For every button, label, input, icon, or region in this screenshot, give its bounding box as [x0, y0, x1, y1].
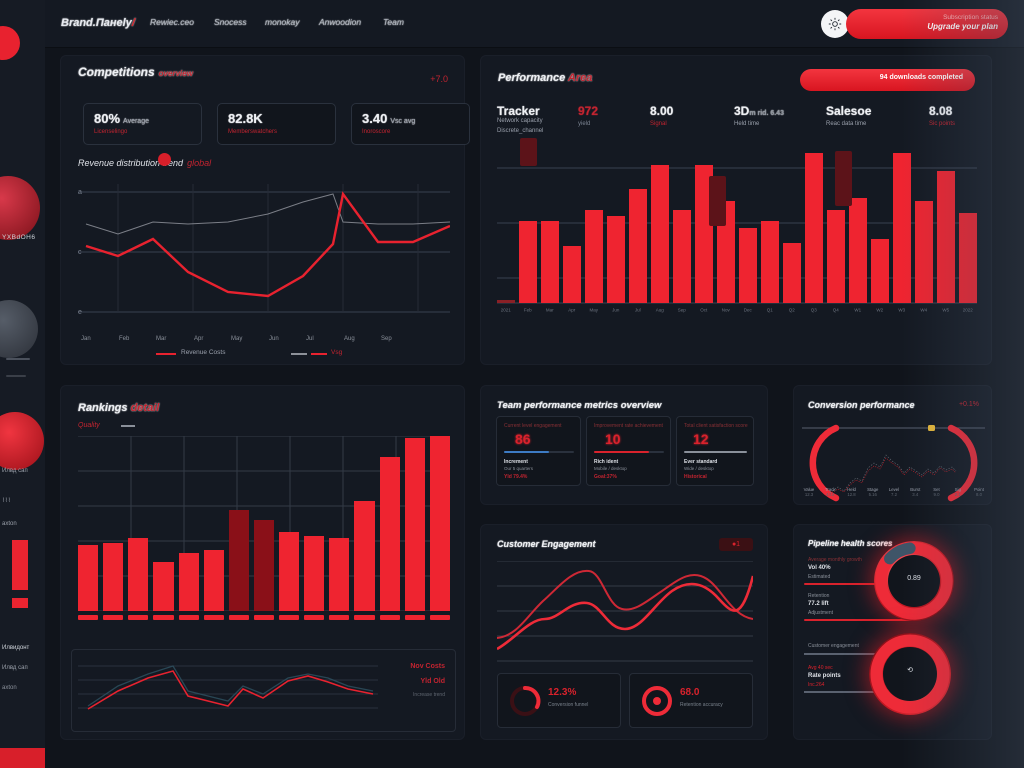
- svg-text:e: e: [78, 309, 82, 316]
- svg-text:5: 5: [887, 504, 890, 505]
- svg-text:a: a: [78, 189, 82, 196]
- svg-text:c: c: [78, 249, 82, 256]
